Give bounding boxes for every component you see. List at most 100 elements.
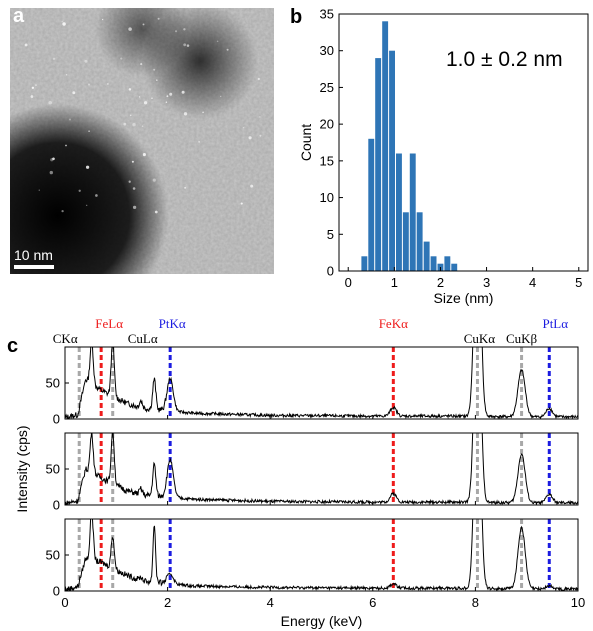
particle xyxy=(143,101,148,105)
peak-label: CKα xyxy=(53,331,78,346)
particle xyxy=(52,157,55,161)
x-tick-label: 8 xyxy=(472,595,479,610)
panel-b: b 0 5 10 15 20 25 30 35 0 1 2 3 4 5 Size (nm) Count 1.0… xyxy=(290,6,589,306)
y-tick-label: 20 xyxy=(320,117,334,132)
particle xyxy=(78,189,81,192)
peak-label: PtLα xyxy=(542,316,568,331)
particle xyxy=(220,95,222,98)
histogram-bar xyxy=(375,58,382,271)
histogram-bar xyxy=(416,212,423,271)
particle xyxy=(166,95,169,98)
particle xyxy=(131,160,134,163)
particle xyxy=(142,23,145,26)
spectrum-line xyxy=(65,433,578,505)
tem-micrograph xyxy=(10,8,274,274)
particle xyxy=(142,153,146,157)
particle xyxy=(132,123,136,127)
particle xyxy=(123,122,127,126)
particle xyxy=(48,101,52,105)
x-tick-label: 2 xyxy=(437,275,444,290)
histogram-bar xyxy=(382,21,389,271)
panel-letter-b: b xyxy=(290,6,302,28)
particle xyxy=(35,84,37,86)
y-tick-label: 0 xyxy=(53,584,60,599)
particle xyxy=(138,96,141,98)
x-tick-label: 0 xyxy=(345,275,352,290)
particle xyxy=(107,83,109,85)
particle xyxy=(61,209,64,213)
y-tick-label: 5 xyxy=(327,227,334,242)
particle xyxy=(259,134,262,137)
spectrum-frame xyxy=(64,432,579,506)
bright-particles xyxy=(24,17,262,214)
y-axis-label: Count xyxy=(298,124,314,161)
particle xyxy=(153,68,156,71)
particle xyxy=(140,63,143,66)
x-tick-label: 5 xyxy=(575,275,582,290)
particle xyxy=(226,48,229,51)
particle xyxy=(24,43,28,47)
particle xyxy=(165,101,168,103)
particle xyxy=(52,57,56,60)
histogram-bar xyxy=(451,263,458,271)
particle xyxy=(181,90,185,94)
particle xyxy=(132,187,136,190)
particle xyxy=(152,178,156,182)
eds-spectra: 0 50 0 50 0 50 0 2 4 6 8 10 Energy (keV) Intensity (c… xyxy=(14,316,585,629)
peak-label: CuKα xyxy=(464,331,496,346)
particle xyxy=(132,205,137,210)
x-tick-label: 10 xyxy=(571,595,585,610)
y-tick-label: 0 xyxy=(327,264,334,279)
y-tick-label: 15 xyxy=(320,153,334,168)
particle xyxy=(154,210,158,214)
particle xyxy=(61,20,63,23)
histogram-bar xyxy=(389,50,395,272)
y-tick-label: 0 xyxy=(53,498,60,513)
panel-letter-a: a xyxy=(13,5,25,27)
histogram-bar xyxy=(361,256,368,271)
y-tick-label: 25 xyxy=(320,80,334,95)
histogram-frame xyxy=(338,13,589,272)
particle xyxy=(86,204,88,206)
histogram-bar xyxy=(430,256,437,271)
particle xyxy=(141,125,144,127)
particle xyxy=(156,79,158,81)
particle xyxy=(250,184,254,188)
particle xyxy=(101,18,104,21)
spectrum-frame xyxy=(64,518,579,592)
scale-bar xyxy=(14,265,54,269)
panel-letter-c: c xyxy=(7,335,18,357)
x-axis-label: Size (nm) xyxy=(434,290,494,306)
particle xyxy=(128,88,132,91)
histogram-bars xyxy=(361,21,458,272)
x-tick-label: 3 xyxy=(483,275,490,290)
particle xyxy=(183,28,186,31)
particle xyxy=(38,189,40,191)
particle xyxy=(216,40,219,43)
particle xyxy=(128,180,131,183)
particle xyxy=(69,118,71,121)
x-tick-label: 2 xyxy=(164,595,171,610)
x-tick-label: 4 xyxy=(267,595,274,610)
peak-label: CuKβ xyxy=(506,331,538,346)
particle xyxy=(65,74,68,76)
peak-label: FeLα xyxy=(95,316,123,331)
histogram-bar xyxy=(409,153,416,271)
particle xyxy=(84,59,88,63)
y-tick-label: 50 xyxy=(46,548,60,563)
particle xyxy=(85,165,90,169)
particle xyxy=(120,57,123,60)
particle xyxy=(49,170,53,175)
particle xyxy=(62,22,66,26)
particle xyxy=(240,202,243,205)
particle xyxy=(30,95,34,98)
particle xyxy=(184,187,186,189)
particle xyxy=(186,44,190,47)
particle xyxy=(95,194,98,197)
panel-a: a 10 nm xyxy=(10,5,274,274)
particle xyxy=(31,86,35,89)
particle xyxy=(88,83,90,86)
x-tick-label: 4 xyxy=(529,275,536,290)
histogram-bar xyxy=(423,241,430,271)
particle xyxy=(183,112,188,116)
